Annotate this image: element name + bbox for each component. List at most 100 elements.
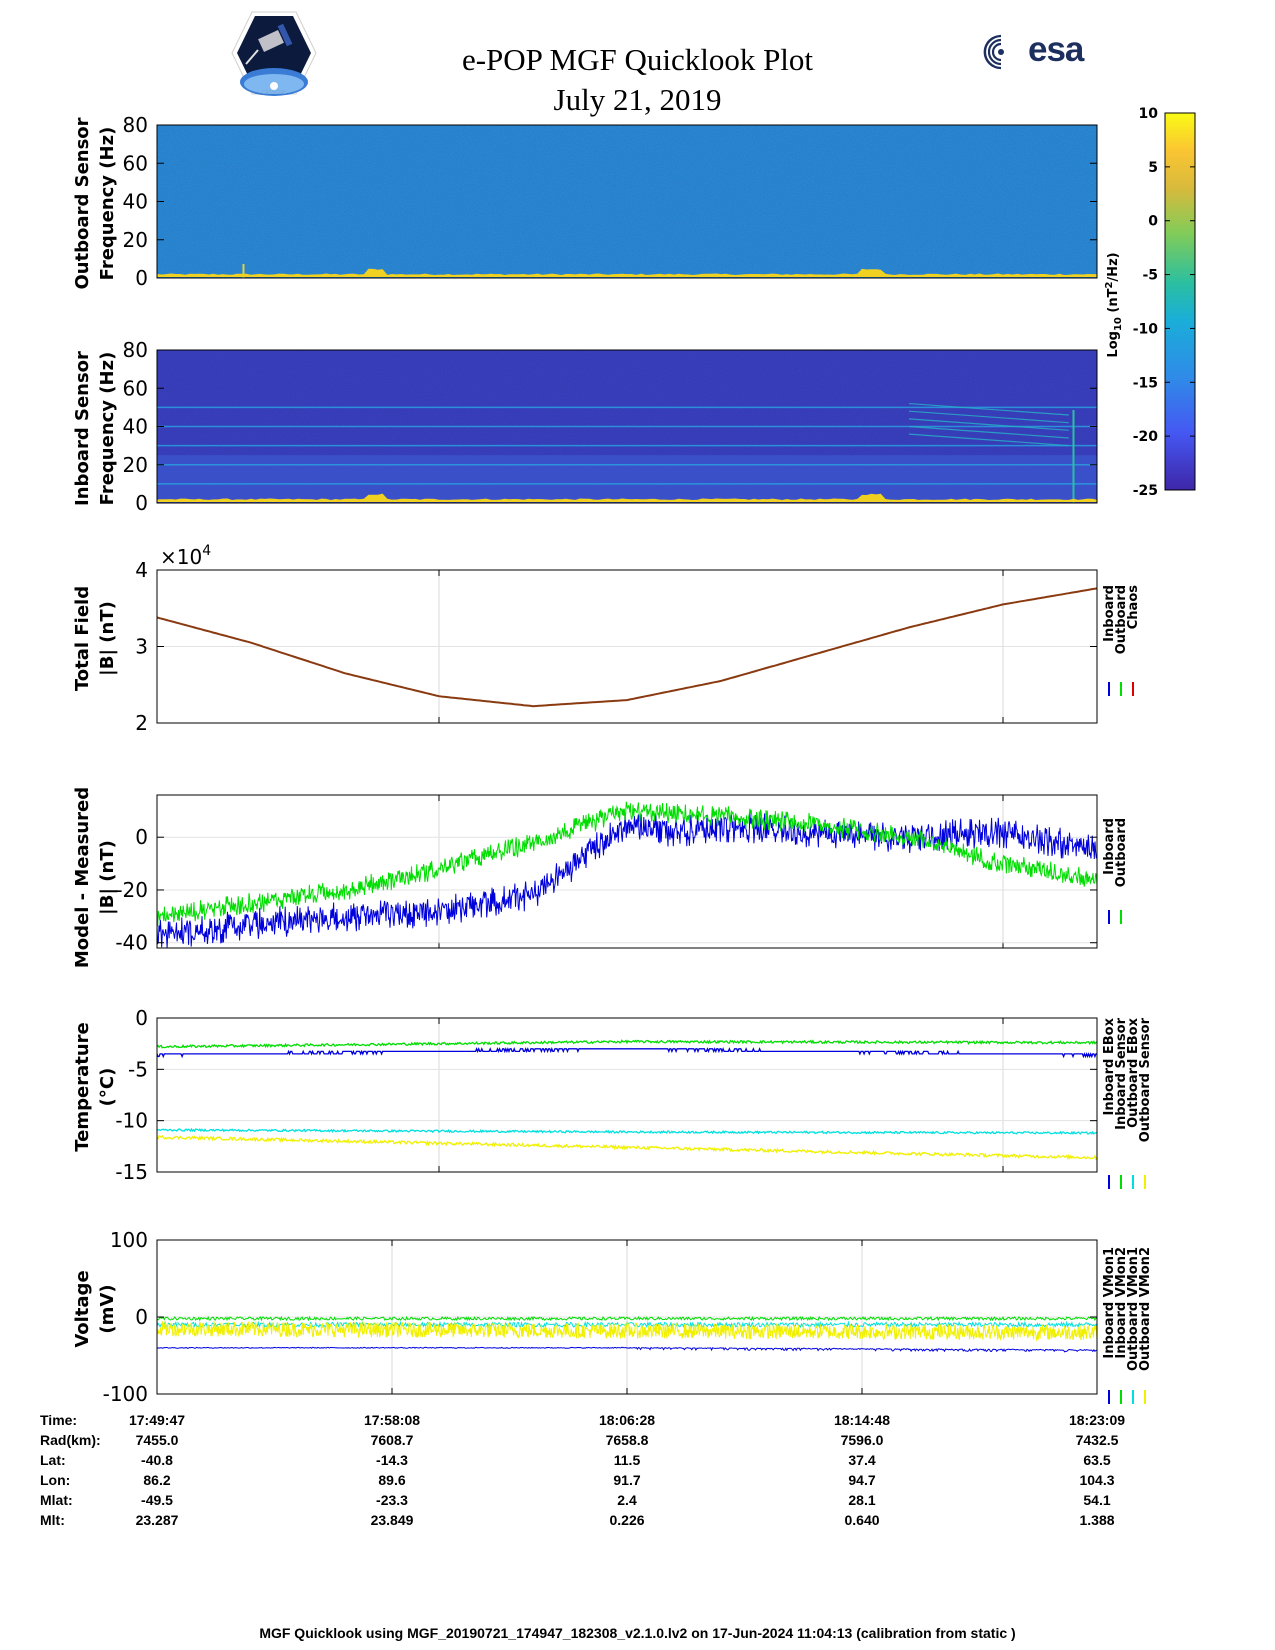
inboard_spectrogram-drift-line [908,402,1069,416]
total_field-legend-entry: Inboard [1102,585,1117,642]
total_field-y-tick-label: 4 [135,558,148,582]
outboard_spectrogram-y-label-line: Outboard Sensor [72,117,93,289]
ephemeris-cell: 94.7 [848,1472,876,1488]
outboard_spectrogram-y-tick-label: 40 [123,190,148,214]
temperature-legend-entry: Inboard EBox [1102,1017,1117,1115]
temperature-y-label: Temperature (°C) [72,1022,118,1151]
esa-wordmark: esa [1028,30,1084,69]
ephemeris-cell: 7596.0 [840,1432,884,1448]
esa-logo-icon [983,34,1004,70]
model_minus_measured-y-tick-label: -40 [115,931,148,955]
colorbar-tick-label: -10 [1133,321,1159,337]
inboard_spectrogram-y-label-line: Inboard Sensor [72,351,93,506]
inboard_spectrogram-low-band [157,455,1097,503]
total_field-y-tick-label: 2 [135,711,148,735]
total_field-legend-entry: Chaos [1126,585,1141,629]
voltage-legend-entry: Outboard VMon2 [1138,1247,1153,1371]
temperature-y-label-line: (°C) [97,1068,118,1107]
voltage-y-tick-label: 100 [110,1228,148,1252]
ephemeris-cell: 89.6 [378,1472,406,1488]
ephemeris-cell: 17:58:08 [363,1412,421,1428]
temperature-series-line [156,1127,1098,1136]
model_minus_measured-y-tick-label: -20 [115,878,148,902]
temperature-y-tick-label: -5 [128,1057,148,1081]
ephemeris-cell: 1.388 [1079,1512,1115,1528]
ephemeris-cell: 18:23:09 [1068,1412,1126,1428]
temperature-y-tick-label: -10 [115,1109,148,1133]
inboard_spectrogram-drift-line [908,410,1069,424]
voltage-y-tick-label: 0 [135,1305,148,1329]
model_minus_measured-legend-entry: Outboard [1114,818,1129,887]
total-field-line [156,587,1098,708]
total_field-legend-entry: Outboard [1114,585,1129,654]
ephemeris-cell: 28.1 [848,1492,876,1508]
ephemeris-cell: 0.226 [609,1512,645,1528]
ephemeris-row-label: Time: [40,1412,78,1428]
temperature-y-tick-label: 0 [135,1006,148,1030]
outboard_spectrogram-y-tick-label: 20 [123,228,148,252]
colorbar-gradient [1164,112,1196,491]
temperature-y-tick-label: -15 [115,1160,148,1184]
total_field-y-label: Total Field |B| (nT) [72,586,118,691]
voltage-y-label-line: Voltage [72,1270,93,1347]
colorbar-tick-label: 10 [1139,106,1159,122]
temperature-legend-entry: Inboard Sensor [1114,1017,1129,1129]
colorbar-tick-label: -20 [1133,429,1159,445]
temperature-legend-entry: Outboard EBox [1126,1017,1141,1127]
temperature-series-line [156,1134,1098,1161]
voltage-y-label-line: (mV) [97,1284,118,1333]
temperature-legend-entry: Outboard Sensor [1138,1017,1153,1142]
colorbar-label-part: 2 [1104,282,1115,289]
total_field-y-label-line: |B| (nT) [97,601,118,676]
model_minus_measured-y-label: Model - Measured |B| (nT) [72,787,118,968]
page-title: e-POP MGF Quicklook Plot [461,42,814,77]
inboard_spectrogram-y-axis: 0 20 40 60 80 [123,338,1097,515]
outboard_spectrogram-low-freq-power [157,268,1097,277]
series-inboard-line [156,812,1098,949]
ephemeris-cell: -14.3 [376,1452,408,1468]
colorbar-label-part: 10 [1113,317,1124,331]
ephemeris-cell: 7432.5 [1075,1432,1119,1448]
inboard_spectrogram-y-tick-label: 0 [135,491,148,515]
ephemeris-cell: 17:49:47 [128,1412,186,1428]
ephemeris-cell: -23.3 [376,1492,408,1508]
colorbar-tick-label: -25 [1133,483,1158,499]
inboard_spectrogram-low-freq-power [157,493,1097,502]
outboard_spectrogram-y-tick-label: 60 [123,151,148,175]
temperature-y-axis: -15 -10 -5 0 [115,1006,1097,1184]
voltage-legend-entry: Inboard VMon2 [1114,1247,1129,1359]
inboard_spectrogram-y-label: Inboard Sensor Frequency (Hz) [72,351,118,506]
outboard_spectrogram-y-axis: 0 20 40 60 80 [123,113,1097,290]
total-field-exponent: ×104 [160,543,211,569]
colorbar-tick-label: -15 [1133,375,1158,391]
voltage-y-label: Voltage (mV) [72,1270,118,1347]
ephemeris-row-label: Lon: [40,1472,71,1488]
cassiope-mission-logo: CASSIOPE [231,11,317,96]
voltage-legend-entry: Outboard VMon1 [1126,1247,1141,1371]
ephemeris-cell: -40.8 [141,1452,173,1468]
ephemeris-row-label: Lat: [40,1452,66,1468]
voltage-y-tick-label: -100 [103,1382,148,1406]
outboard_spectrogram-texture [157,125,1097,278]
voltage-legend-entry: Inboard VMon1 [1102,1247,1117,1359]
mission-badge-text: CASSIOPE [262,90,287,96]
ephemeris-cell: 0.640 [844,1512,880,1528]
inboard_spectrogram-drift-line [908,418,1069,431]
inboard_spectrogram-heatmap [157,350,1097,503]
ephemeris-cell: -49.5 [141,1492,173,1508]
temperature-series-line [156,1046,1097,1059]
outboard_spectrogram-y-label: Outboard Sensor Frequency (Hz) [72,117,118,289]
colorbar-label: Log10 (nT2/Hz) [1104,252,1124,357]
ephemeris-cell: 23.849 [370,1512,414,1528]
model_minus_measured-legend-entry: Inboard [1102,818,1117,875]
model_minus_measured-y-label-line: Model - Measured [72,787,93,968]
ephemeris-cell: 104.3 [1079,1472,1115,1488]
voltage-series-line [156,1320,1098,1342]
inboard_spectrogram-drift-line [908,425,1069,439]
